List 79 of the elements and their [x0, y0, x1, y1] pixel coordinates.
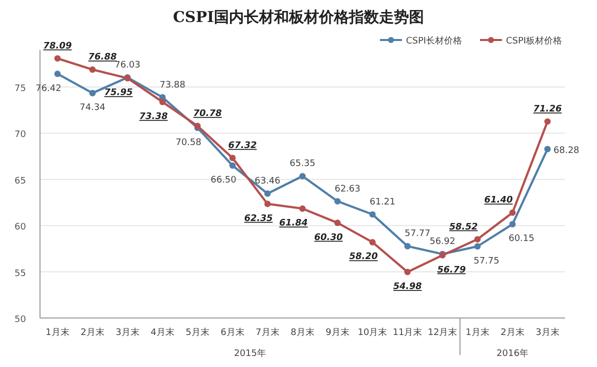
y-tick-label: 65 — [14, 176, 26, 186]
point — [404, 268, 411, 276]
point — [509, 209, 516, 216]
data-label: 73.38 — [139, 112, 168, 122]
data-label: 76.03 — [114, 60, 140, 70]
legend-label: CSPI长材价格 — [406, 36, 462, 46]
data-label: 57.77 — [404, 229, 430, 240]
x-tick-label: 7月末 — [256, 327, 280, 338]
data-label: 68.28 — [554, 146, 580, 156]
y-tick-label: 55 — [14, 268, 26, 279]
point — [89, 66, 96, 73]
point — [54, 70, 61, 78]
point — [544, 118, 551, 125]
point — [159, 98, 166, 106]
y-tick-label: 70 — [14, 130, 26, 140]
data-label: 61.21 — [370, 197, 396, 208]
x-tick-label: 8月末 — [290, 327, 314, 338]
data-label: 73.88 — [160, 80, 186, 90]
data-label: 70.58 — [176, 138, 202, 148]
data-label: 67.32 — [228, 140, 257, 151]
data-label: 62.63 — [334, 184, 360, 194]
data-label: 75.95 — [104, 88, 133, 98]
x-tick-label: 12月末 — [428, 327, 458, 338]
data-label: 76.88 — [88, 52, 117, 63]
data-label: 70.78 — [193, 108, 222, 119]
x-tick-label: 2月末 — [500, 327, 524, 338]
point — [509, 221, 516, 228]
chart-title: CSPI国内长材和板材价格指数走势图 — [172, 8, 424, 26]
point — [54, 55, 61, 62]
legend-label: CSPI板材价格 — [506, 36, 562, 46]
y-tick-label: 75 — [14, 84, 26, 94]
x-tick-label: 1月末 — [46, 327, 70, 338]
data-label: 58.52 — [449, 222, 478, 232]
data-label: 61.40 — [484, 196, 513, 206]
x-tick-label: 3月末 — [536, 327, 560, 338]
data-label: 76.42 — [36, 84, 62, 94]
point — [229, 162, 236, 169]
data-label: 56.92 — [430, 237, 456, 248]
x-tick-label: 4月末 — [150, 327, 174, 338]
point — [299, 172, 306, 180]
data-label: 74.34 — [80, 103, 106, 114]
x-tick-label: 1月末 — [466, 327, 490, 338]
data-label: 63.46 — [254, 176, 281, 187]
point — [299, 205, 306, 212]
data-label: 60.30 — [314, 232, 343, 243]
x-tick-label: 2月末 — [80, 327, 104, 338]
data-label: 54.98 — [393, 282, 422, 292]
y-tick-label: 60 — [14, 222, 26, 233]
data-label: 62.35 — [244, 214, 273, 224]
data-label: 65.35 — [290, 159, 316, 170]
text: 2015年 — [234, 348, 266, 359]
point — [229, 154, 236, 162]
text: 2016年 — [496, 348, 528, 359]
data-label: 61.84 — [279, 218, 308, 229]
point — [474, 236, 481, 242]
y-tick-label: 50 — [14, 315, 26, 325]
data-label: 57.75 — [474, 256, 500, 266]
x-tick-label: 10月末 — [358, 327, 388, 338]
x-tick-label: 3月末 — [116, 327, 140, 338]
x-tick-label: 11月末 — [392, 327, 422, 338]
point — [544, 146, 551, 152]
point — [369, 211, 376, 218]
x-tick-label: 9月末 — [326, 327, 350, 338]
x-tick-label: 6月末 — [220, 327, 244, 338]
point — [369, 239, 376, 246]
point — [264, 200, 271, 208]
data-label: 60.15 — [508, 234, 534, 244]
point — [264, 190, 271, 197]
data-label: 71.26 — [533, 104, 562, 115]
data-label: 58.20 — [349, 252, 378, 262]
point — [334, 220, 341, 226]
point — [89, 90, 96, 96]
x-tick-label: 5月末 — [186, 327, 210, 338]
point — [404, 242, 411, 250]
data-label: 56.79 — [437, 265, 466, 276]
data-label: 78.09 — [43, 41, 72, 52]
point — [334, 198, 341, 204]
point — [474, 243, 481, 250]
data-label: 66.50 — [210, 176, 237, 186]
